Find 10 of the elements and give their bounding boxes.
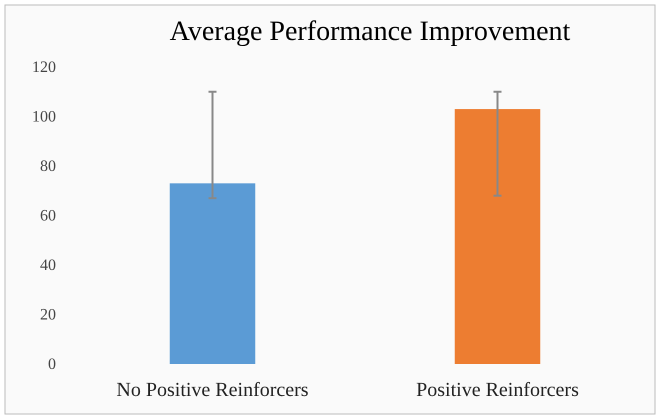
y-tick-label: 40 — [40, 257, 56, 274]
y-tick-label: 20 — [40, 306, 56, 324]
y-tick-label: 0 — [48, 356, 56, 374]
y-tick-label: 80 — [40, 158, 56, 176]
x-tick-label: No Positive Reinforcers — [116, 379, 309, 402]
chart-title: Average Performance Improvement — [170, 16, 571, 47]
y-tick-label: 120 — [32, 59, 56, 76]
y-tick-label: 100 — [32, 108, 56, 126]
x-tick-label: Positive Reinforcers — [416, 379, 580, 402]
y-tick-label: 60 — [40, 208, 56, 225]
